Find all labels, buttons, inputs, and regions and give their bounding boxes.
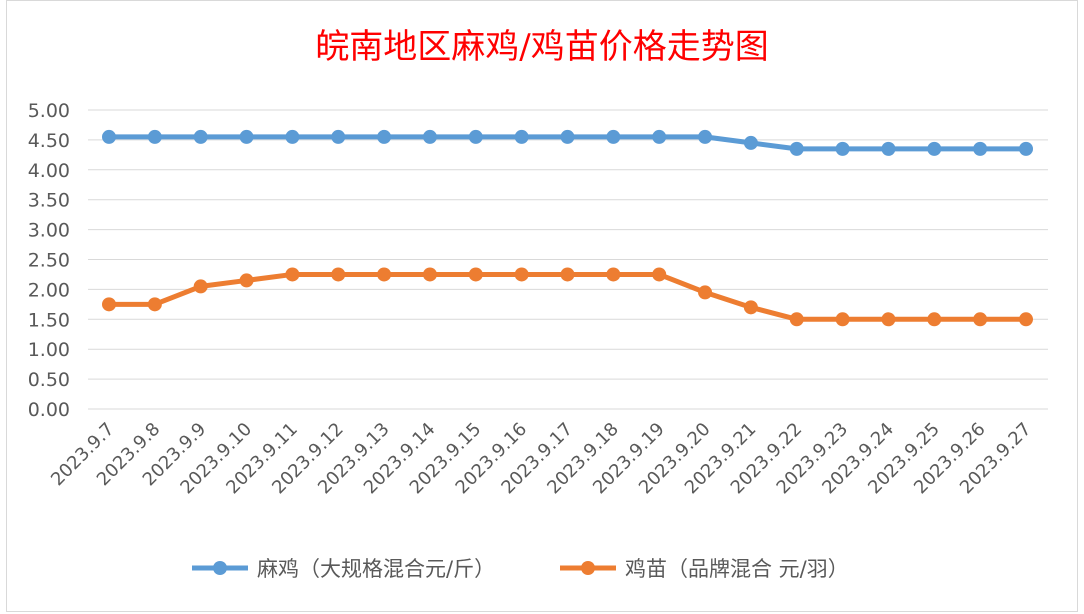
data-point-s1-18[interactable] — [927, 312, 942, 327]
data-point-s1-4[interactable] — [285, 267, 300, 282]
data-point-s0-2[interactable] — [193, 129, 208, 144]
data-point-s1-9[interactable] — [514, 267, 529, 282]
chart-title: 皖南地区麻鸡/鸡苗价格走势图 — [315, 27, 768, 67]
y-tick-label: 0.00 — [28, 399, 70, 421]
legend-item-jimiao[interactable]: 鸡苗（品牌混合 元/羽） — [560, 557, 849, 581]
data-point-s0-20[interactable] — [1019, 141, 1033, 156]
data-point-s1-8[interactable] — [468, 267, 483, 282]
data-point-s0-17[interactable] — [881, 141, 896, 156]
data-point-s0-10[interactable] — [560, 129, 575, 144]
data-point-s0-1[interactable] — [147, 129, 162, 144]
data-point-s1-19[interactable] — [973, 312, 988, 327]
data-point-s1-15[interactable] — [789, 312, 804, 327]
data-point-s1-1[interactable] — [147, 297, 162, 312]
legend-marker-jimiao — [581, 561, 595, 575]
data-point-s0-15[interactable] — [789, 141, 804, 156]
y-tick-label: 0.50 — [28, 369, 70, 391]
data-point-s0-3[interactable] — [239, 129, 254, 144]
y-tick-label: 3.00 — [28, 220, 70, 242]
data-point-s0-8[interactable] — [468, 129, 483, 144]
data-point-s0-4[interactable] — [285, 129, 300, 144]
y-tick-label: 5.00 — [28, 100, 70, 122]
data-point-s1-16[interactable] — [835, 312, 850, 327]
x-axis-ticks: 2023.9.72023.9.82023.9.92023.9.102023.9.… — [47, 419, 1036, 499]
series-layer — [102, 129, 1033, 327]
data-point-s1-10[interactable] — [560, 267, 575, 282]
y-tick-label: 2.50 — [28, 250, 70, 272]
legend-item-maji[interactable]: 麻鸡（大规格混合元/斤） — [192, 557, 495, 581]
legend: 麻鸡（大规格混合元/斤） 鸡苗（品牌混合 元/羽） — [192, 557, 849, 581]
y-tick-label: 4.00 — [28, 160, 70, 182]
legend-label-maji: 麻鸡（大规格混合元/斤） — [257, 557, 495, 581]
data-point-s0-9[interactable] — [514, 129, 529, 144]
data-point-s1-17[interactable] — [881, 312, 896, 327]
data-point-s0-16[interactable] — [835, 141, 850, 156]
y-tick-label: 4.50 — [28, 130, 70, 152]
y-tick-label: 1.50 — [28, 309, 70, 331]
grid-layer — [88, 109, 1048, 410]
data-point-s0-14[interactable] — [743, 135, 758, 150]
data-point-s0-6[interactable] — [377, 129, 392, 144]
y-axis-ticks: 0.00 0.50 1.00 1.50 2.00 2.50 3.00 3.50 4.00 4.50… — [28, 100, 70, 421]
legend-marker-maji — [213, 561, 227, 575]
y-tick-label: 3.50 — [28, 190, 70, 212]
y-tick-label: 2.00 — [28, 279, 70, 301]
data-point-s0-0[interactable] — [102, 129, 116, 144]
data-point-s1-5[interactable] — [331, 267, 346, 282]
legend-label-jimiao: 鸡苗（品牌混合 元/羽） — [625, 557, 849, 581]
data-point-s1-12[interactable] — [652, 267, 667, 282]
data-point-s1-7[interactable] — [422, 267, 437, 282]
data-point-s1-14[interactable] — [743, 300, 758, 315]
data-point-s1-6[interactable] — [377, 267, 392, 282]
data-point-s0-18[interactable] — [927, 141, 942, 156]
data-point-s1-2[interactable] — [193, 279, 208, 294]
data-point-s0-7[interactable] — [422, 129, 437, 144]
y-tick-label: 1.00 — [28, 339, 70, 361]
data-point-s1-0[interactable] — [102, 297, 116, 312]
data-point-s1-13[interactable] — [698, 285, 713, 300]
data-point-s1-20[interactable] — [1019, 312, 1033, 327]
data-point-s0-5[interactable] — [331, 129, 346, 144]
data-point-s0-13[interactable] — [698, 129, 713, 144]
data-point-s0-12[interactable] — [652, 129, 667, 144]
chart-frame — [6, 0, 1078, 612]
data-point-s1-3[interactable] — [239, 273, 254, 288]
data-point-s1-11[interactable] — [606, 267, 621, 282]
data-point-s0-19[interactable] — [973, 141, 988, 156]
data-point-s0-11[interactable] — [606, 129, 621, 144]
